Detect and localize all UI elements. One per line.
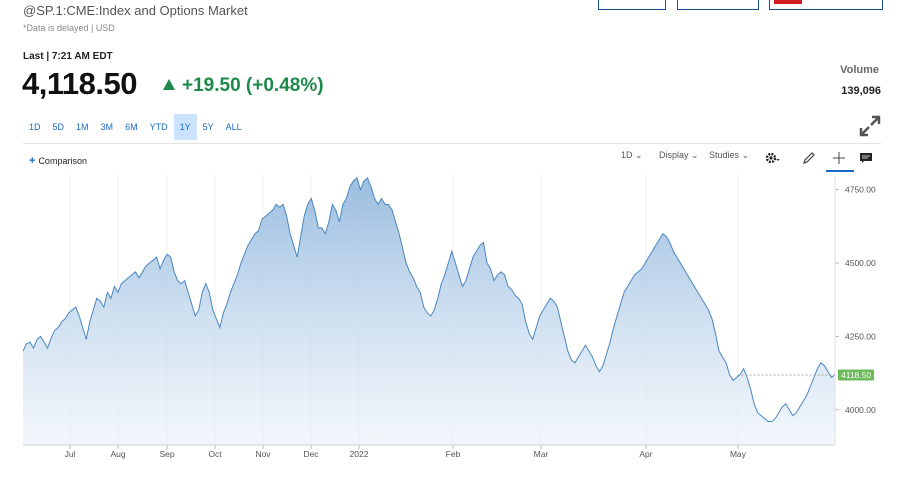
pencil-icon[interactable] (801, 150, 817, 166)
x-tick-label: Aug (110, 449, 125, 459)
range-1y[interactable]: 1Y (173, 114, 197, 140)
y-tick-label: 4750.00 (845, 185, 876, 195)
range-all[interactable]: ALL (225, 122, 242, 132)
expand-icon[interactable] (858, 114, 882, 138)
x-tick-label: Sep (159, 449, 174, 459)
range-selector: 1D 5D 1M 3M 6M YTD 1Y 5Y ALL (23, 114, 248, 140)
price-line (22, 177, 836, 423)
up-triangle-icon (163, 79, 175, 90)
top-button-1[interactable] (598, 0, 666, 10)
range-1m[interactable]: 1M (76, 122, 89, 132)
range-ytd[interactable]: YTD (149, 122, 168, 132)
studies-label: Studies (709, 150, 740, 160)
range-5y[interactable]: 5Y (202, 122, 214, 132)
y-tick-label: 4250.00 (845, 331, 876, 341)
y-tick-label: 4500.00 (845, 258, 876, 268)
header-divider (23, 143, 881, 144)
x-tick-label: 2022 (350, 449, 369, 459)
comparison-button[interactable]: + Comparison (29, 155, 87, 167)
chevron-down-icon: ⌄ (635, 150, 643, 160)
studies-dropdown[interactable]: Studies ⌄ (709, 150, 749, 161)
x-tick-label: May (730, 449, 747, 459)
display-dropdown[interactable]: Display ⌄ (659, 150, 699, 161)
current-price-tag: 4118.50 (838, 369, 874, 381)
delayed-note: *Data is delayed | USD (23, 23, 115, 33)
range-6m[interactable]: 6M (125, 122, 138, 132)
chevron-down-icon: ⌄ (741, 150, 750, 160)
x-tick-label: Apr (639, 449, 652, 459)
x-tick-label: Jul (65, 449, 76, 459)
gear-icon[interactable] (764, 150, 780, 166)
top-button-2[interactable] (677, 0, 759, 10)
range-1d[interactable]: 1D (29, 122, 41, 132)
x-tick-label: Nov (255, 449, 271, 459)
price-change: +19.50 (+0.48%) (182, 75, 324, 96)
volume-value: 139,096 (841, 85, 881, 97)
x-tick-label: Mar (534, 449, 549, 459)
range-3m[interactable]: 3M (100, 122, 114, 132)
plus-icon: + (29, 155, 36, 167)
last-trade-label: Last | 7:21 AM EDT (23, 51, 113, 62)
volume-label: Volume (840, 64, 879, 76)
comparison-label: Comparison (38, 156, 87, 166)
top-button-3-accent (774, 0, 802, 4)
x-tick-label: Dec (303, 449, 319, 459)
interval-label: 1D (621, 150, 633, 160)
crosshair-icon[interactable] (831, 150, 847, 166)
comment-icon[interactable] (858, 150, 874, 166)
range-5d[interactable]: 5D (52, 122, 65, 132)
price-area (23, 177, 835, 445)
x-tick-label: Oct (208, 449, 222, 459)
crosshair-active-indicator (826, 170, 854, 172)
price-value: 4,118.50 (22, 66, 137, 101)
chevron-down-icon: ⌄ (691, 150, 699, 160)
current-price-tag-label: 4118.50 (841, 370, 871, 380)
current-price-tag-bg (838, 369, 874, 381)
display-label: Display (659, 150, 689, 160)
top-button-3[interactable] (769, 0, 883, 10)
x-tick-label: Feb (446, 449, 461, 459)
y-tick-label: 4000.00 (845, 405, 876, 415)
interval-dropdown[interactable]: 1D ⌄ (621, 150, 643, 161)
chart-title: @SP.1:CME:Index and Options Market (23, 3, 248, 18)
